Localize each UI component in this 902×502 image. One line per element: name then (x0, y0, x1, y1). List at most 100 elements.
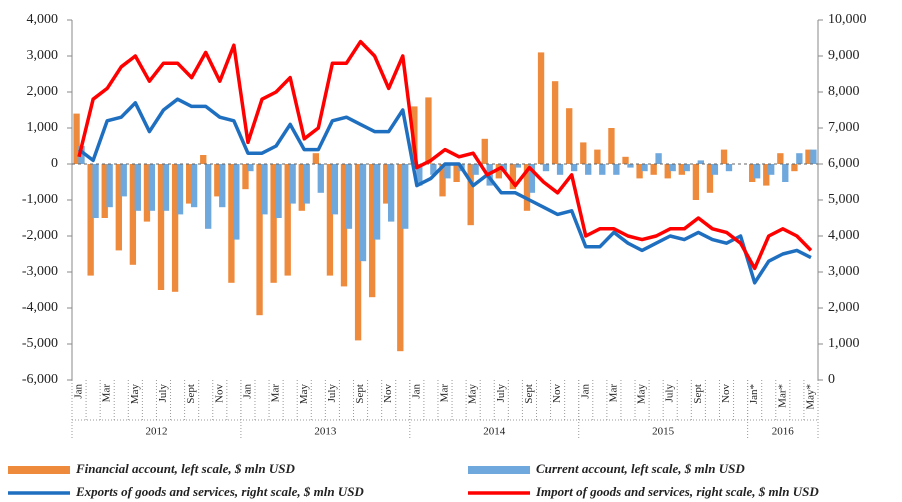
y2-tick-label: 2,000 (828, 300, 860, 315)
bar (810, 149, 817, 164)
x-tick-label: Jan (73, 384, 85, 399)
bar (641, 164, 648, 172)
bar (720, 149, 728, 164)
bar (326, 164, 334, 276)
bar (711, 164, 719, 175)
bar (129, 164, 137, 265)
bar (683, 164, 690, 172)
bar (73, 113, 80, 164)
bar (669, 164, 676, 172)
y-tick-label: -5,000 (22, 336, 58, 351)
bar (317, 164, 324, 193)
bar (782, 164, 789, 182)
x-tick-label: May (129, 384, 141, 405)
bar (472, 164, 479, 175)
x-tick-label: Jan* (748, 384, 760, 404)
bar (228, 164, 235, 283)
x-tick-label: Jan (579, 384, 591, 399)
bar (289, 164, 296, 204)
x-tick-label: Nov (720, 384, 732, 403)
bar (692, 164, 700, 200)
bar (87, 164, 94, 276)
bar (247, 164, 254, 172)
y-tick-label: -3,000 (22, 264, 58, 279)
bar (190, 164, 198, 208)
y2-tick-label: 10,000 (828, 12, 867, 27)
bar (627, 164, 634, 168)
bar (219, 164, 226, 208)
bar (570, 164, 578, 172)
legend-label: Financial account, left scale, $ mln USD (75, 461, 295, 476)
bar (298, 164, 305, 211)
y2-tick-label: 8,000 (828, 84, 860, 99)
bar (78, 146, 85, 164)
legend-swatch (8, 466, 70, 474)
bar (636, 164, 643, 179)
bar (500, 164, 507, 172)
bar (725, 164, 733, 172)
bar (368, 164, 376, 298)
bar (345, 164, 353, 229)
bar (106, 164, 113, 208)
x-tick-label: July (495, 384, 507, 403)
x-tick-label: July (326, 384, 338, 403)
x-tick-label: May* (804, 384, 816, 410)
bar (256, 164, 263, 316)
bar (749, 164, 756, 182)
bar (416, 164, 423, 186)
bar (753, 164, 761, 179)
y-tick-label: 3,000 (27, 48, 59, 63)
y2-tick-label: 9,000 (828, 48, 860, 63)
year-label: 2015 (652, 426, 675, 438)
x-tick-label: Sept (692, 384, 704, 404)
x-tick-label: Mar (607, 384, 619, 403)
bar (115, 164, 122, 251)
bar (453, 164, 460, 182)
bar (120, 164, 127, 197)
y-tick-label: 4,000 (27, 12, 59, 27)
bar (664, 164, 671, 179)
bar (622, 156, 629, 164)
x-tick-label: Sept (185, 384, 197, 404)
bar (650, 164, 657, 175)
legend-label: Exports of goods and services, right sca… (75, 484, 364, 499)
bar (613, 164, 620, 175)
bar (467, 164, 474, 226)
bar (608, 128, 615, 164)
legend-label: Import of goods and services, right scal… (535, 484, 819, 499)
y-tick-label: -4,000 (22, 300, 58, 315)
y2-tick-label: 7,000 (828, 120, 860, 135)
x-tick-label: May (298, 384, 310, 405)
y2-tick-label: 1,000 (828, 336, 860, 351)
y-tick-label: -2,000 (22, 228, 58, 243)
bar (706, 164, 714, 193)
bar (594, 149, 601, 164)
bar (528, 164, 536, 193)
x-tick-label: Mar (270, 384, 282, 403)
x-tick-label: Nov (213, 384, 225, 403)
bar (233, 164, 240, 240)
bar (523, 164, 531, 211)
y-tick-label: -1,000 (22, 192, 58, 207)
bar (387, 164, 395, 222)
y2-tick-label: 6,000 (828, 156, 860, 171)
x-tick-label: May (467, 384, 479, 405)
bar (495, 164, 503, 179)
bar (214, 164, 221, 197)
bar (777, 153, 784, 164)
bar (768, 164, 775, 175)
y-tick-label: 1,000 (27, 120, 59, 135)
bar (425, 97, 432, 164)
x-tick-label: July (157, 384, 169, 403)
y2-tick-label: 0 (828, 372, 835, 387)
x-tick-label: Mar* (776, 384, 788, 408)
bar (537, 52, 545, 164)
bar (275, 164, 282, 218)
bar (580, 142, 587, 164)
bar (444, 164, 451, 179)
x-tick-label: Nov (551, 384, 563, 403)
year-label: 2016 (772, 426, 795, 438)
bar (556, 164, 564, 175)
bar (312, 153, 320, 164)
